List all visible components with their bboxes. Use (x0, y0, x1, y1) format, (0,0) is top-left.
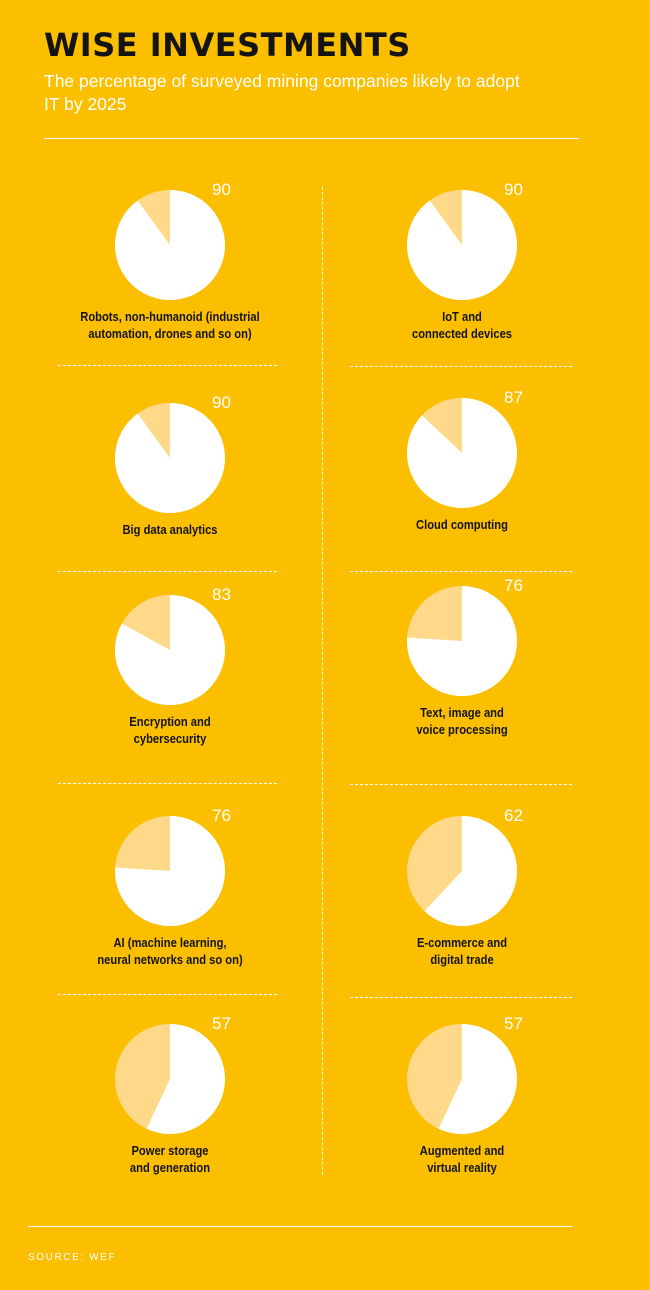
pie-category-label: Power storage and generation (45, 1142, 294, 1176)
pie-category-label-line: E-commerce and (416, 935, 508, 950)
pie-slice-value (406, 190, 517, 300)
pie-value-label: 90 (504, 180, 523, 199)
pie-value-label: 57 (504, 1014, 523, 1033)
pie-chart (114, 595, 225, 705)
pie-value-label: 90 (212, 393, 231, 412)
pie-category-label: Encryption and cybersecurity (45, 713, 294, 747)
pie-category-label-line: connected devices (411, 326, 513, 341)
row-separator (58, 994, 277, 995)
pie-category-label-line: automation, drones and so on) (88, 326, 252, 341)
bottom-rule (28, 1226, 572, 1227)
row-separator (58, 365, 277, 366)
pie-slice-value (115, 816, 226, 926)
pie-category-label-line: Power storage (131, 1143, 209, 1158)
pie-category-label: Text, image and voice processing (337, 704, 586, 738)
pie-slice-value (114, 595, 225, 705)
top-rule (44, 138, 579, 139)
pie-category-label: AI (machine learning, neural networks and… (45, 934, 294, 968)
pie-category-label-line: virtual reality (427, 1160, 497, 1175)
pie-category-label: E-commerce and digital trade (337, 934, 586, 968)
row-separator (350, 784, 572, 785)
pie-slice-value (407, 398, 518, 508)
pie-value-label: 90 (212, 180, 231, 199)
pie-category-label-line: digital trade (430, 952, 494, 967)
page-subtitle: The percentage of surveyed mining compan… (44, 71, 520, 114)
pie-chart (407, 586, 518, 696)
pie-category-label: Big data analytics (45, 521, 294, 538)
pie-value-label: 76 (212, 806, 231, 825)
pie-slice-value (424, 816, 518, 926)
pie-chart (407, 816, 518, 926)
pie-value-label: 62 (504, 806, 523, 825)
pie-value-label: 87 (504, 388, 523, 407)
pie-value-label: 76 (504, 576, 523, 595)
pie-chart (406, 190, 517, 300)
row-separator (350, 366, 572, 367)
row-separator (350, 571, 572, 572)
pie-category-label-line: voice processing (416, 722, 508, 737)
pie-chart (115, 816, 226, 926)
pie-slice-value (114, 190, 225, 300)
row-separator (350, 997, 572, 998)
pie-value-label: 57 (212, 1014, 231, 1033)
pie-slice-value (438, 1024, 517, 1134)
pie-category-label-line: cybersecurity (133, 731, 207, 746)
pie-category-label-line: Augmented and (419, 1143, 505, 1158)
source-note: SOURCE: WEF (28, 1252, 117, 1263)
pie-category-label-line: and generation (129, 1160, 211, 1175)
pie-category-label: Robots, non-humanoid (industrial automati… (45, 308, 294, 342)
pie-slice-value (146, 1024, 225, 1134)
pie-category-label: Cloud computing (337, 516, 586, 533)
pie-category-label-line: Robots, non-humanoid (industrial (80, 309, 260, 324)
pie-category-label-line: neural networks and so on) (97, 952, 243, 967)
center-divider (322, 187, 323, 1175)
pie-value-label: 83 (212, 585, 231, 604)
pie-category-label-line: Cloud computing (416, 517, 508, 532)
pie-category-label-line: Encryption and (129, 714, 211, 729)
pie-chart (114, 403, 225, 513)
pie-chart (115, 1024, 225, 1134)
page-title: WISE INVESTMENTS (44, 26, 411, 64)
pie-category-label-line: Big data analytics (122, 522, 218, 537)
pie-chart (407, 1024, 517, 1134)
row-separator (58, 783, 277, 784)
pie-category-label-line: AI (machine learning, (113, 935, 227, 950)
pie-category-label: Augmented and virtual reality (337, 1142, 586, 1176)
pie-slice-value (114, 403, 225, 513)
pie-slice-value (407, 586, 518, 696)
pie-chart (114, 190, 225, 300)
pie-category-label: IoT and connected devices (337, 308, 586, 342)
pie-chart (407, 398, 518, 508)
pie-category-label-line: IoT and (442, 309, 482, 324)
pie-category-label-line: Text, image and (420, 705, 504, 720)
row-separator (58, 571, 277, 572)
